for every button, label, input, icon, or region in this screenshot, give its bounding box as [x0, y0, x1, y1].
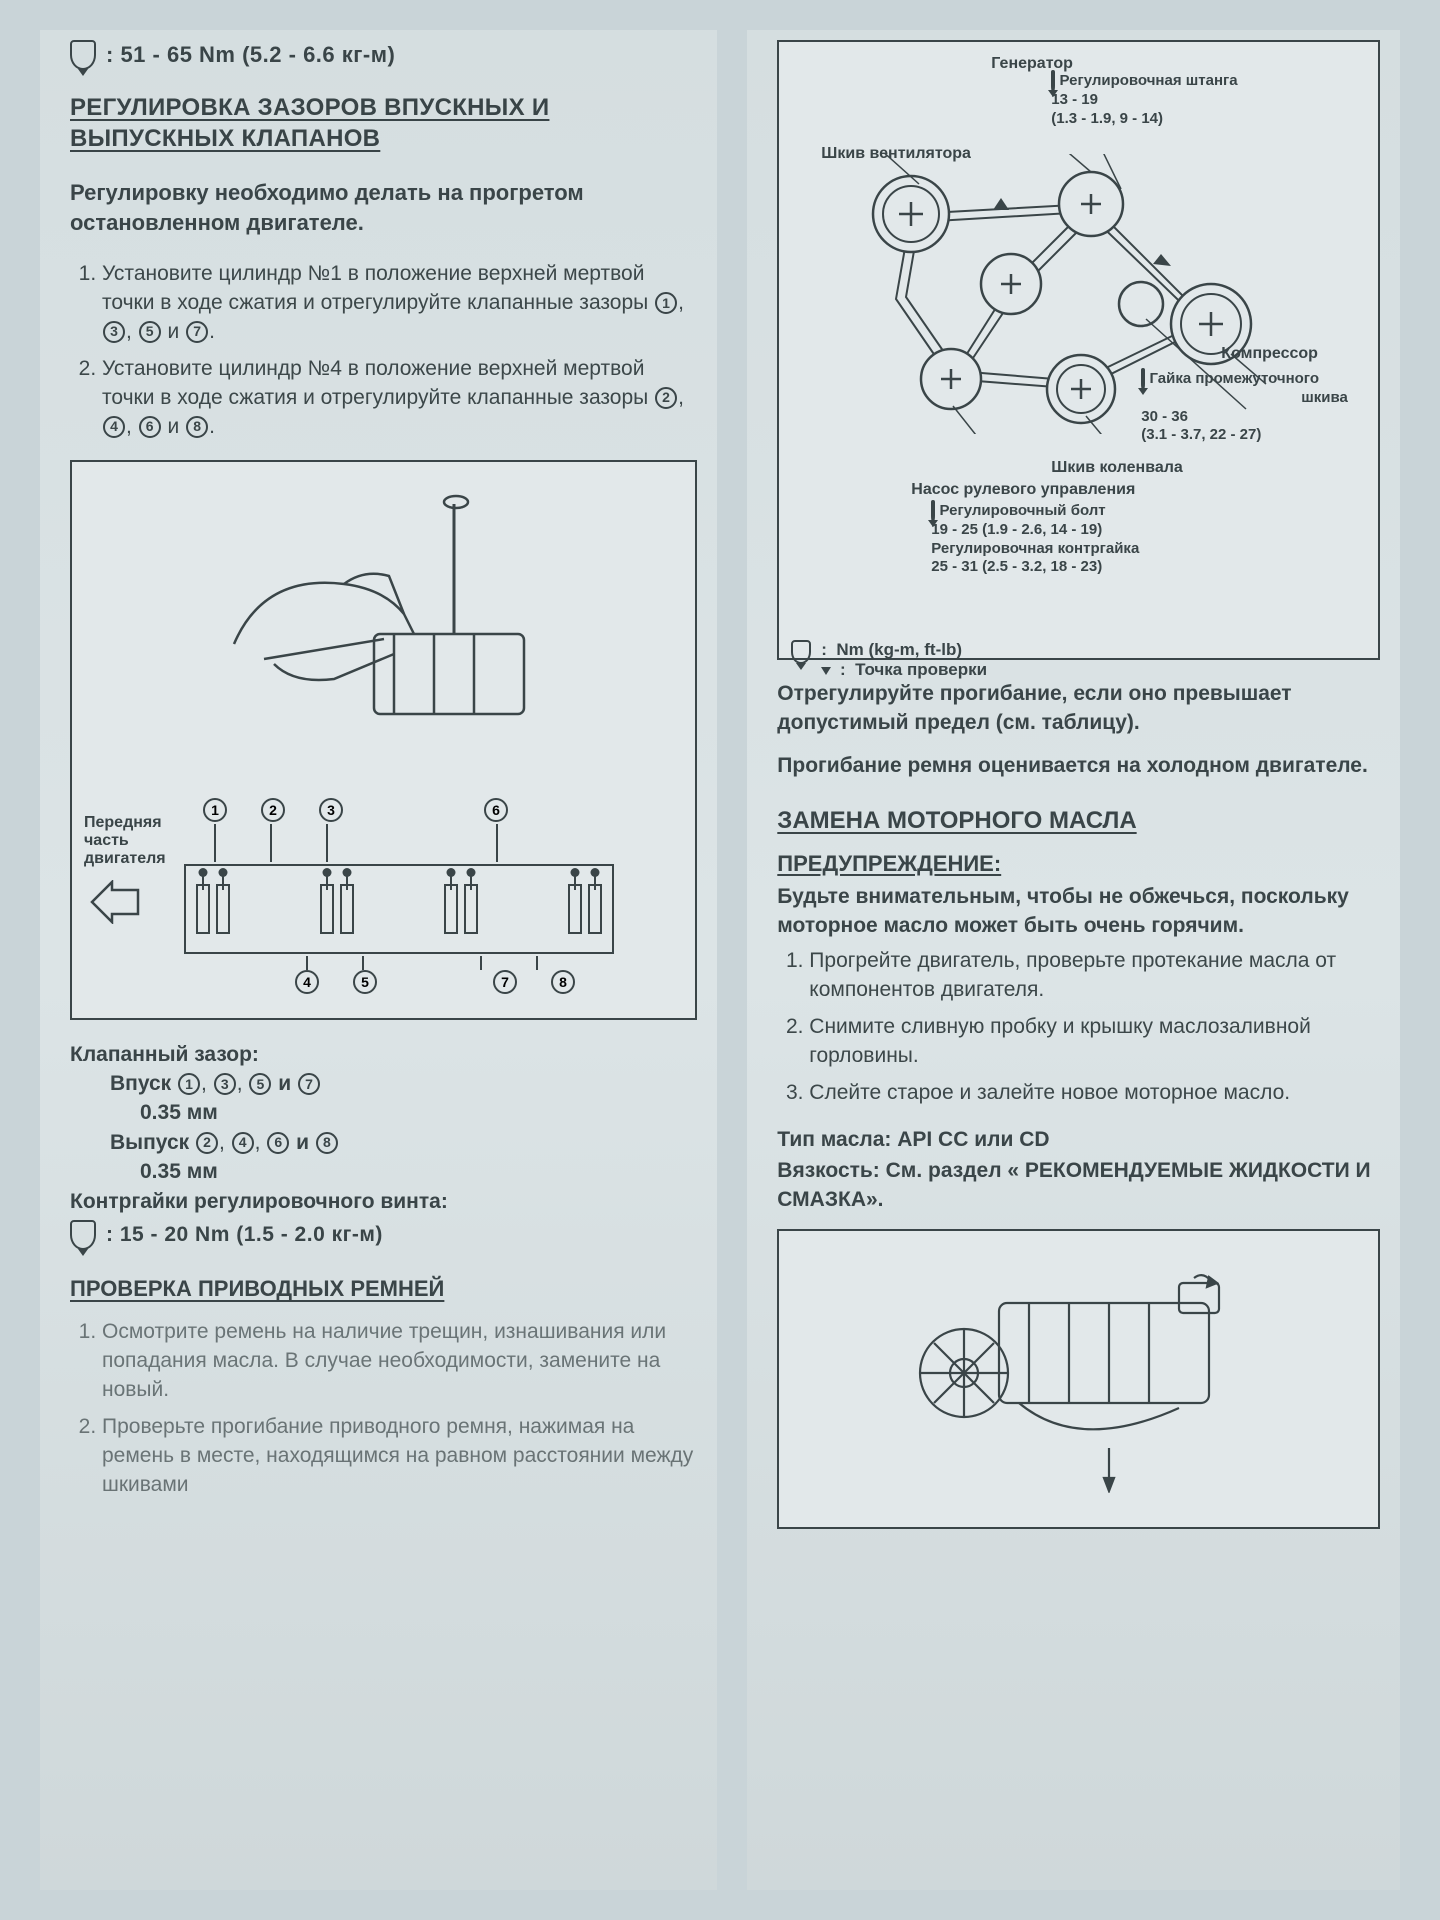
heading-oil-change: ЗАМЕНА МОТОРНОГО МАСЛА	[777, 807, 1380, 835]
step-2: Установите цилиндр №4 в положение верхне…	[102, 355, 697, 442]
circ-3: 3	[103, 321, 125, 343]
figure-belt-routing: Генератор Регулировочная штанга 13 - 19 …	[777, 40, 1380, 660]
warm-engine-note: Регулировку необходимо делать на прогрет…	[70, 178, 697, 237]
belt-steps: Осмотрите ремень на наличие трещин, изна…	[70, 1318, 697, 1500]
deflection-para-2: Прогибание ремня оценивается на хо­лодно…	[777, 752, 1380, 781]
step-1: Установите цилиндр №1 в положение верхне…	[102, 260, 697, 347]
manual-page: : 51 - 65 Nm (5.2 - 6.6 кг-м) РЕГУЛИРОВК…	[40, 30, 1400, 1890]
front-of-engine-label: Передняя часть двигателя	[84, 814, 166, 869]
label-generator: Генератор	[991, 54, 1073, 74]
figure-engine-oil	[777, 1229, 1380, 1529]
oil-step-2: Снимите сливную пробку и крышку маслозал…	[809, 1013, 1380, 1071]
nm-legend: : Nm (kg-m, ft-lb) : Точка проверки	[791, 640, 1366, 680]
oil-type: Тип масла: API CC или CD	[777, 1126, 1380, 1155]
hand-sketch-placeholder	[84, 474, 683, 754]
top-torque-spec: : 51 - 65 Nm (5.2 - 6.6 кг-м)	[70, 40, 697, 70]
left-column: : 51 - 65 Nm (5.2 - 6.6 кг-м) РЕГУЛИРОВК…	[40, 30, 717, 1890]
warning-text: Будьте внимательным, чтобы не об­жечься,…	[777, 883, 1380, 941]
top-torque-text: : 51 - 65 Nm (5.2 - 6.6 кг-м)	[106, 42, 395, 68]
torque-icon	[791, 640, 811, 664]
label-adjusting-rod: Регулировочная штанга 13 - 19 (1.3 - 1.9…	[1051, 72, 1237, 128]
label-ps-pump: Насос рулевого управления	[911, 480, 1135, 500]
oil-steps: Прогрейте двигатель, проверьте про­текан…	[777, 947, 1380, 1108]
circ-7: 7	[186, 321, 208, 343]
warning-label: ПРЕДУПРЕЖДЕНИЕ:	[777, 851, 1380, 877]
valve-row	[184, 864, 614, 954]
torque-icon	[70, 40, 96, 70]
oil-viscosity: Вязкость: См. раздел « РЕКОМЕН­ДУЕМЫЕ ЖИ…	[777, 1157, 1380, 1215]
heading-belt-check: ПРОВЕРКА ПРИВОДНЫХ РЕМНЕЙ	[70, 1276, 697, 1302]
circ-1: 1	[655, 292, 677, 314]
engine-sketch-placeholder	[791, 1243, 1366, 1503]
heading-valve-adjustment: РЕГУЛИРОВКА ЗАЗОРОВ ВПУСКНЫХ И ВЫПУСКНЫХ…	[70, 92, 697, 154]
label-adjust-bolt: Регулировочный болт 19 - 25 (1.9 - 2.6, …	[931, 502, 1139, 577]
circ-6: 6	[139, 416, 161, 438]
top-valve-numbers: 1 2 3 6	[202, 798, 509, 822]
valve-layout-diagram: Передняя часть двигателя 1 2 3 6	[84, 784, 683, 1004]
valve-steps: Установите цилиндр №1 в положение верхне…	[70, 260, 697, 442]
engine-illustration	[879, 1253, 1279, 1493]
label-compressor: Компрессор	[1221, 344, 1318, 364]
clearance-spec: Клапанный зазор: Впуск 1, 3, 5 и 7 0.35 …	[70, 1040, 697, 1250]
circ-8: 8	[186, 416, 208, 438]
label-idler-nut: Гайка промежуточного шкива 30 - 36 (3.1 …	[1141, 370, 1348, 445]
right-column: Генератор Регулировочная штанга 13 - 19 …	[747, 30, 1400, 1890]
belt-diagram: Генератор Регулировочная штанга 13 - 19 …	[791, 54, 1366, 634]
hand-illustration	[204, 484, 564, 744]
circ-2: 2	[655, 387, 677, 409]
circ-5: 5	[139, 321, 161, 343]
belt-step-1: Осмотрите ремень на наличие трещин, изна…	[102, 1318, 697, 1405]
bottom-valve-numbers: 4 5 7 8	[294, 970, 576, 994]
figure-valve-adjust: Передняя часть двигателя 1 2 3 6	[70, 460, 697, 1020]
circ-4: 4	[103, 416, 125, 438]
oil-step-1: Прогрейте двигатель, проверьте про­текан…	[809, 947, 1380, 1005]
belt-step-2: Проверьте прогибание приводного ремня, н…	[102, 1413, 697, 1500]
label-crank-pulley: Шкив коленвала	[1051, 458, 1182, 478]
torque-icon	[70, 1220, 96, 1250]
arrow-left-icon	[90, 880, 140, 924]
deflection-para-1: Отрегулируйте прогибание, если оно превы…	[777, 680, 1380, 738]
oil-step-3: Слейте старое и залейте новое мотор­ное …	[809, 1079, 1380, 1108]
